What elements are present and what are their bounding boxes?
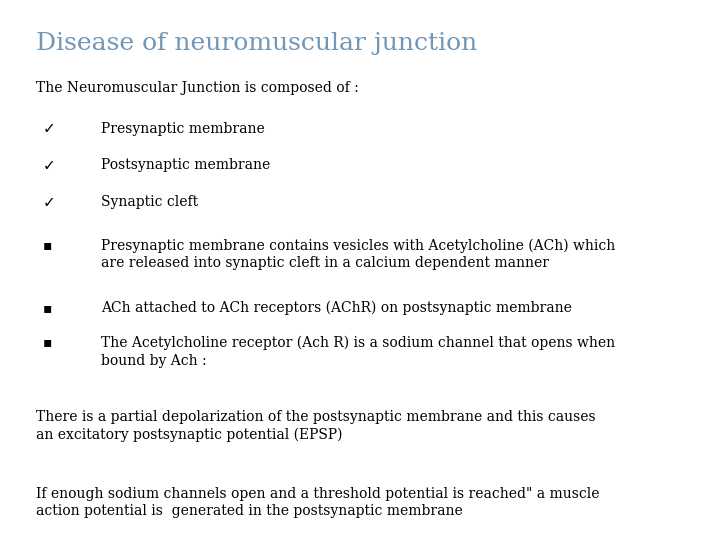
Text: ACh attached to ACh receptors (AChR) on postsynaptic membrane: ACh attached to ACh receptors (AChR) on … bbox=[101, 301, 572, 315]
Text: The Neuromuscular Junction is composed of :: The Neuromuscular Junction is composed o… bbox=[36, 81, 359, 95]
Text: Postsynaptic membrane: Postsynaptic membrane bbox=[101, 158, 270, 172]
Text: ✓: ✓ bbox=[43, 195, 56, 210]
Text: Presynaptic membrane: Presynaptic membrane bbox=[101, 122, 264, 136]
Text: The Acetylcholine receptor (Ach R) is a sodium channel that opens when
bound by : The Acetylcholine receptor (Ach R) is a … bbox=[101, 335, 615, 368]
Text: ▪: ▪ bbox=[43, 301, 53, 315]
Text: ▪: ▪ bbox=[43, 238, 53, 252]
Text: ▪: ▪ bbox=[43, 335, 53, 349]
Text: ✓: ✓ bbox=[43, 122, 56, 137]
Text: Presynaptic membrane contains vesicles with Acetylcholine (ACh) which
are releas: Presynaptic membrane contains vesicles w… bbox=[101, 238, 615, 271]
Text: Synaptic cleft: Synaptic cleft bbox=[101, 195, 198, 209]
Text: There is a partial depolarization of the postsynaptic membrane and this causes
a: There is a partial depolarization of the… bbox=[36, 410, 595, 442]
Text: ✓: ✓ bbox=[43, 158, 56, 173]
Text: If enough sodium channels open and a threshold potential is reached" a muscle
ac: If enough sodium channels open and a thr… bbox=[36, 487, 600, 518]
Text: Disease of neuromuscular junction: Disease of neuromuscular junction bbox=[36, 32, 477, 56]
